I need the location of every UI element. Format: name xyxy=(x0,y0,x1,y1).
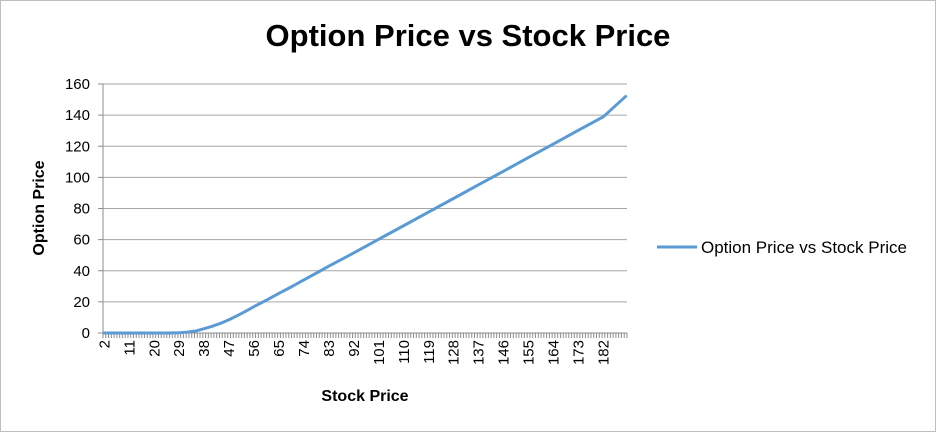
x-tick-label: 155 xyxy=(521,340,538,365)
y-tick-label: 100 xyxy=(65,169,90,186)
y-axis-label: Option Price xyxy=(31,160,48,255)
x-tick-label: 47 xyxy=(221,340,238,357)
x-tick-label: 29 xyxy=(171,340,188,357)
x-tick-label: 92 xyxy=(346,340,363,357)
y-tick-label: 20 xyxy=(73,294,90,311)
legend-label: Option Price vs Stock Price xyxy=(701,238,907,257)
x-tick-label: 137 xyxy=(471,340,488,365)
series-line xyxy=(102,94,628,335)
x-tick-label: 11 xyxy=(121,340,138,356)
y-tick-label: 140 xyxy=(65,107,90,124)
x-tick-label: 182 xyxy=(595,340,612,365)
x-tick-label: 74 xyxy=(296,340,313,357)
x-tick-label: 56 xyxy=(246,340,263,357)
x-axis: 2 11 20 29 38 47 56 65 74 83 92 101 110 119 128 137 146 1… xyxy=(96,84,628,365)
x-tick-label: 101 xyxy=(371,340,388,365)
y-axis-ticks: 0 20 40 60 80 100 120 140 160 xyxy=(65,76,103,342)
series-layer xyxy=(102,94,628,335)
x-tick-label: 2 xyxy=(96,340,113,348)
chart-title: Option Price vs Stock Price xyxy=(265,18,671,53)
legend: Option Price vs Stock Price xyxy=(657,238,907,257)
x-tick-label: 65 xyxy=(271,340,288,357)
y-tick-label: 160 xyxy=(65,76,90,93)
x-tick-label: 146 xyxy=(496,340,513,365)
y-tick-label: 40 xyxy=(73,263,90,280)
x-tick-label: 83 xyxy=(321,340,338,357)
x-tick-label: 110 xyxy=(396,340,413,364)
gridlines xyxy=(103,83,627,334)
x-tick-label: 128 xyxy=(446,340,463,365)
x-tick-label: 173 xyxy=(570,340,587,365)
x-axis-label: Stock Price xyxy=(321,388,408,405)
y-tick-label: 0 xyxy=(82,325,90,342)
x-tick-label: 38 xyxy=(196,340,213,357)
y-tick-label: 120 xyxy=(65,138,90,155)
x-tick-label: 119 xyxy=(421,340,438,364)
x-tick-label: 164 xyxy=(546,340,563,365)
x-tick-label: 20 xyxy=(146,340,163,357)
y-tick-label: 60 xyxy=(73,232,90,249)
y-tick-label: 80 xyxy=(73,201,90,218)
